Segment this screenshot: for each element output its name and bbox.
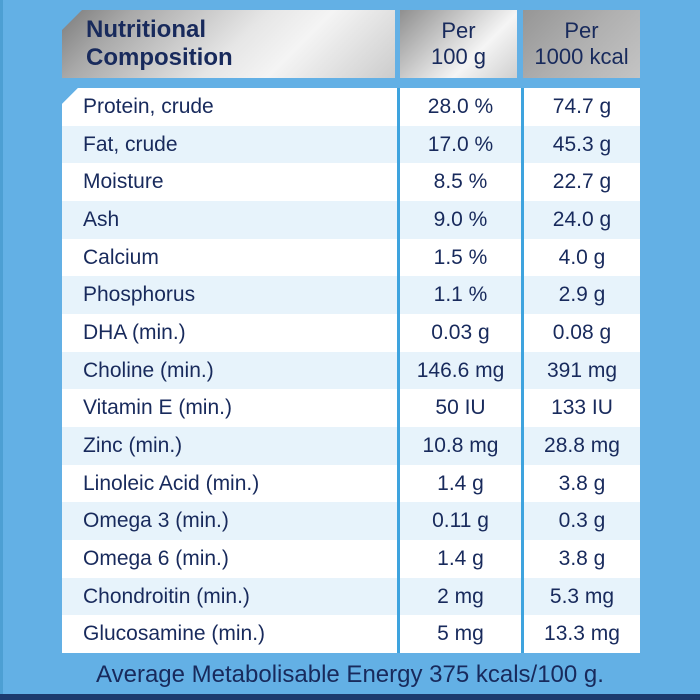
per-1000kcal-value: 2.9 g xyxy=(521,276,640,315)
nutrient-label: Fat, crude xyxy=(83,132,178,156)
nutrient-label: Zinc (min.) xyxy=(83,433,183,457)
table-row: Moisture 8.5 % 22.7 g xyxy=(62,163,640,202)
per-100g-value: 28.0 % xyxy=(397,88,521,126)
nutrient-label: Chondroitin (min.) xyxy=(83,584,250,608)
table-row: Linoleic Acid (min.) 1.4 g 3.8 g xyxy=(62,464,640,503)
table-row: DHA (min.) 0.03 g 0.08 g xyxy=(62,314,640,352)
table-row: Ash 9.0 % 24.0 g xyxy=(62,201,640,239)
per-1000kcal-value: 0.08 g xyxy=(521,314,640,352)
nutrient-label: Choline (min.) xyxy=(83,358,214,382)
per-100g-value: 1.4 g xyxy=(397,540,521,578)
per-1000kcal-value: 3.8 g xyxy=(521,540,640,578)
nutrient-label: Moisture xyxy=(83,170,164,194)
energy-footnote: Average Metabolisable Energy 375 kcals/1… xyxy=(96,661,604,688)
per-100g-value: 10.8 mg xyxy=(397,427,521,465)
nutrient-label: Protein, crude xyxy=(83,94,214,118)
per-1000kcal-value: 5.3 mg xyxy=(521,577,640,616)
header-title: Nutritional Composition xyxy=(62,10,395,78)
table-row: Protein, crude 28.0 % 74.7 g xyxy=(62,88,640,126)
table-header: Nutritional Composition Per 100 g Per 10… xyxy=(62,10,640,78)
per-100g-value: 8.5 % xyxy=(397,163,521,202)
table-row: Glucosamine (min.) 5 mg 13.3 mg xyxy=(62,615,640,653)
header-col-per-100g: Per 100 g xyxy=(400,10,517,78)
per-100g-value: 0.03 g xyxy=(397,314,521,352)
nutrition-table-body: Protein, crude 28.0 % 74.7 g Fat, crude 17.0… xyxy=(62,88,640,653)
per-1000kcal-value: 133 IU xyxy=(521,389,640,428)
table-row: Phosphorus 1.1 % 2.9 g xyxy=(62,276,640,315)
nutrient-label: Linoleic Acid (min.) xyxy=(83,471,260,495)
nutrient-label: Glucosamine (min.) xyxy=(83,622,266,646)
per-1000kcal-value: 13.3 mg xyxy=(521,615,640,653)
table-row: Vitamin E (min.) 50 IU 133 IU xyxy=(62,389,640,428)
left-border-bar xyxy=(0,0,3,700)
nutrient-label: Phosphorus xyxy=(83,283,196,307)
table-row: Fat, crude 17.0 % 45.3 g xyxy=(62,125,640,164)
table-row: Omega 6 (min.) 1.4 g 3.8 g xyxy=(62,540,640,578)
per-1000kcal-value: 28.8 mg xyxy=(521,427,640,465)
per-1000kcal-value: 74.7 g xyxy=(521,88,640,126)
per-1000kcal-value: 24.0 g xyxy=(521,201,640,239)
per-1000kcal-value: 45.3 g xyxy=(521,125,640,164)
nutrient-label: Ash xyxy=(83,207,120,231)
bottom-border-bar xyxy=(0,694,700,700)
table-row: Omega 3 (min.) 0.11 g 0.3 g xyxy=(62,502,640,541)
per-1000kcal-value: 22.7 g xyxy=(521,163,640,202)
nutrient-label: Omega 6 (min.) xyxy=(83,546,229,570)
per-1000kcal-value: 0.3 g xyxy=(521,502,640,541)
nutrient-label: DHA (min.) xyxy=(83,320,186,344)
per-100g-value: 2 mg xyxy=(397,577,521,616)
per-100g-value: 1.4 g xyxy=(397,464,521,503)
table-row: Choline (min.) 146.6 mg 391 mg xyxy=(62,351,640,390)
header-col-per-1000kcal: Per 1000 kcal xyxy=(523,10,640,78)
per-100g-value: 17.0 % xyxy=(397,125,521,164)
per-100g-value: 5 mg xyxy=(397,615,521,653)
per-100g-value: 146.6 mg xyxy=(397,351,521,390)
per-100g-value: 9.0 % xyxy=(397,201,521,239)
per-1000kcal-value: 391 mg xyxy=(521,351,640,390)
per-100g-value: 1.1 % xyxy=(397,276,521,315)
nutrient-label: Calcium xyxy=(83,245,159,269)
per-100g-value: 50 IU xyxy=(397,389,521,428)
per-100g-value: 0.11 g xyxy=(397,502,521,541)
per-1000kcal-value: 4.0 g xyxy=(521,238,640,277)
per-100g-value: 1.5 % xyxy=(397,238,521,277)
per-1000kcal-value: 3.8 g xyxy=(521,464,640,503)
table-row: Zinc (min.) 10.8 mg 28.8 mg xyxy=(62,427,640,465)
nutrient-label: Vitamin E (min.) xyxy=(83,396,232,420)
nutrient-label: Omega 3 (min.) xyxy=(83,509,229,533)
table-row: Calcium 1.5 % 4.0 g xyxy=(62,238,640,277)
table-row: Chondroitin (min.) 2 mg 5.3 mg xyxy=(62,577,640,616)
